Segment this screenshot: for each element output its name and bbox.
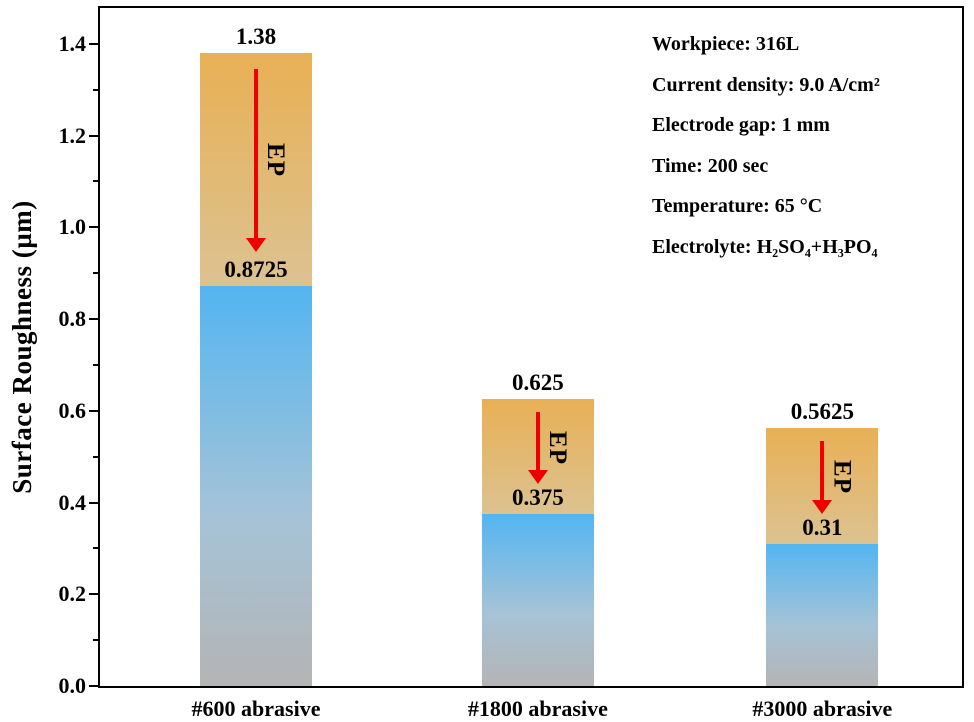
bar-after-ep-value-label: 0.8725	[224, 256, 288, 282]
bar-total-value-label: 0.5625	[790, 398, 854, 424]
bar-segment-after-ep	[200, 285, 313, 686]
bar-total-value-label: 0.625	[512, 370, 564, 396]
ep-arrow-head-icon	[812, 499, 833, 514]
y-axis-tick-label: 1.0	[58, 214, 87, 240]
annotation-box: Workpiece: 316L Current density: 9.0 A/cm…	[652, 24, 880, 267]
y-axis-tick	[89, 318, 98, 321]
plot-area: Surface Roughness (µm) Workpiece: 316L Cu…	[7, 6, 964, 721]
y-axis-tick	[89, 409, 98, 412]
ep-label: EP	[543, 431, 571, 466]
annotation-line: Time: 200 sec	[652, 154, 769, 177]
y-axis-tick	[89, 134, 98, 137]
y-axis-minor-tick	[93, 639, 98, 642]
ep-arrow-line	[254, 68, 259, 242]
ep-arrow-head-icon	[527, 469, 548, 484]
y-axis-minor-tick	[93, 363, 98, 366]
y-axis-title: Surface Roughness (µm)	[7, 200, 37, 494]
bar-total-value-label: 1.38	[235, 23, 277, 49]
y-axis-tick	[89, 593, 98, 596]
ep-arrow-line	[820, 440, 825, 504]
y-axis-minor-tick	[93, 272, 98, 275]
ep-label: EP	[262, 143, 290, 178]
y-axis-minor-tick	[93, 88, 98, 91]
x-axis-category-label: #3000 abrasive	[752, 696, 893, 721]
y-axis-tick-label: 1.4	[58, 30, 87, 56]
ep-arrow-line	[535, 412, 540, 474]
x-axis-category-label: #1800 abrasive	[467, 696, 608, 721]
y-axis-tick-label: 0.4	[58, 489, 87, 515]
y-axis-tick	[89, 226, 98, 229]
annotation-line: Electrolyte: H₂SO₄+H₃PO₄	[652, 235, 878, 258]
y-axis-tick	[89, 42, 98, 45]
bar-after-ep-value-label: 0.31	[802, 514, 843, 540]
y-axis-tick-label: 0.0	[58, 673, 87, 698]
annotation-line: Workpiece: 316L	[652, 33, 800, 55]
y-axis-tick-label: 0.6	[58, 397, 87, 423]
annotation-line: Temperature: 65 °C	[652, 195, 823, 217]
y-axis-tick	[89, 501, 98, 504]
y-axis-minor-tick	[93, 547, 98, 550]
y-axis-tick	[89, 685, 98, 687]
ep-arrow-head-icon	[246, 237, 267, 252]
bar-after-ep-value-label: 0.375	[512, 484, 564, 510]
ep-down-arrow	[241, 68, 271, 252]
y-axis-tick-label: 0.2	[58, 581, 87, 607]
ep-down-arrow	[523, 412, 553, 484]
ep-label: EP	[828, 460, 856, 495]
annotation-line: Electrode gap: 1 mm	[652, 114, 830, 136]
bar-segment-after-ep	[766, 543, 879, 686]
y-axis-tick-label: 0.8	[58, 306, 87, 332]
annotation-line: Current density: 9.0 A/cm²	[652, 73, 880, 96]
y-axis-minor-tick	[93, 180, 98, 183]
bar-segment-after-ep	[481, 513, 594, 686]
y-axis-tick-label: 1.2	[58, 122, 87, 148]
x-axis-category-label: #600 abrasive	[191, 696, 321, 721]
ep-down-arrow	[807, 440, 837, 514]
y-axis-minor-tick	[93, 455, 98, 458]
